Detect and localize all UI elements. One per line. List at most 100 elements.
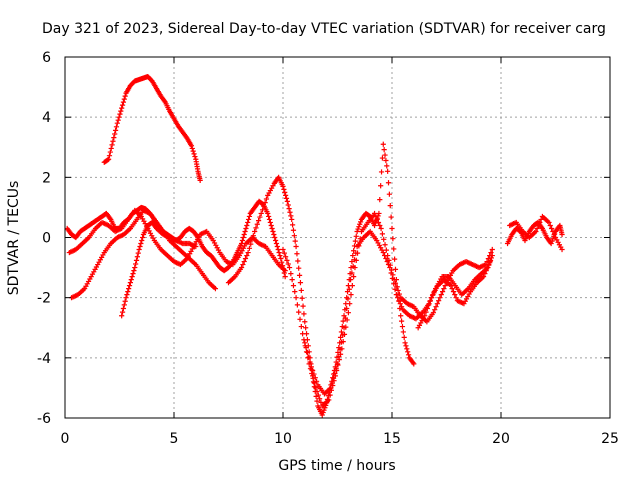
- data-point: [303, 325, 309, 331]
- data-point: [110, 138, 116, 144]
- data-point: [267, 219, 273, 226]
- data-point: [292, 289, 298, 295]
- data-point: [137, 243, 143, 250]
- data-point: [133, 261, 139, 267]
- data-point: [287, 209, 293, 215]
- x-tick-label: 5: [170, 431, 179, 447]
- data-point: [346, 286, 352, 292]
- data-point: [347, 277, 354, 283]
- data-point: [312, 375, 318, 381]
- data-point: [395, 295, 401, 301]
- data-point: [321, 407, 327, 413]
- grid: [65, 57, 610, 418]
- data-point: [289, 216, 295, 223]
- data-point: [274, 243, 280, 250]
- x-tick-label: 0: [61, 431, 70, 447]
- data-point: [378, 183, 384, 189]
- data-point: [306, 354, 312, 360]
- data-point: [126, 286, 132, 292]
- data-point: [384, 258, 390, 265]
- data-point: [405, 352, 412, 358]
- data-point: [271, 231, 277, 238]
- y-tick-label: 6: [42, 50, 51, 66]
- data-point: [341, 325, 347, 331]
- data-point: [396, 298, 402, 304]
- data-point: [404, 346, 410, 352]
- data-point: [335, 349, 341, 356]
- data-point: [127, 280, 133, 286]
- data-point: [124, 292, 130, 298]
- data-point: [551, 231, 557, 238]
- data-point: [382, 152, 388, 158]
- data-point: [192, 153, 198, 160]
- data-point: [330, 375, 336, 381]
- data-point: [332, 370, 338, 377]
- data-point: [269, 225, 275, 232]
- data-point: [113, 124, 120, 130]
- data-point: [290, 227, 297, 233]
- data-point: [139, 237, 145, 244]
- data-point: [259, 207, 266, 213]
- data-point: [533, 228, 539, 235]
- data-point: [258, 210, 264, 217]
- data-point: [266, 213, 272, 220]
- data-point: [488, 255, 495, 261]
- data-point: [388, 270, 394, 276]
- data-point: [272, 237, 279, 244]
- y-tick-label: 2: [42, 170, 51, 186]
- data-point: [380, 141, 386, 147]
- data-point: [111, 135, 117, 141]
- data-point: [351, 274, 357, 280]
- data-point: [275, 246, 281, 253]
- data-point: [345, 310, 351, 316]
- data-point: [238, 264, 245, 271]
- data-point: [117, 111, 123, 117]
- data-point: [442, 283, 448, 289]
- data-point: [344, 305, 350, 312]
- data-point: [349, 283, 355, 289]
- data-point: [282, 189, 288, 195]
- data-point: [537, 219, 543, 226]
- data-point: [398, 318, 405, 324]
- data-point: [402, 340, 408, 346]
- data-point: [272, 234, 278, 241]
- data-point: [334, 361, 341, 367]
- data-point: [333, 366, 339, 372]
- y-tick-label: -6: [37, 411, 51, 427]
- data-point: [392, 256, 398, 262]
- data-point: [135, 250, 141, 256]
- data-point: [302, 319, 308, 325]
- data-point: [255, 218, 262, 224]
- data-point: [296, 272, 303, 279]
- series-arc-6: [225, 141, 417, 418]
- series-arc-9: [415, 258, 493, 331]
- data-point: [385, 168, 391, 174]
- data-point: [350, 252, 356, 259]
- data-point: [281, 186, 287, 192]
- data-point: [356, 224, 362, 230]
- data-point: [488, 249, 494, 256]
- data-point: [119, 313, 125, 319]
- data-point: [241, 231, 247, 238]
- x-tick-label: 15: [383, 431, 401, 447]
- data-point: [422, 313, 428, 319]
- data-point: [376, 210, 382, 217]
- x-tick-label: 10: [274, 431, 292, 447]
- data-point: [328, 385, 334, 391]
- data-point: [340, 332, 346, 338]
- data-point: [559, 246, 565, 253]
- data-point: [441, 286, 447, 292]
- data-point: [270, 228, 276, 235]
- data-point: [284, 198, 290, 204]
- data-point: [548, 240, 554, 247]
- axis-ticks: 0 5 10 15 20 25 -6 -4 -2 0 2 4 6: [37, 50, 619, 447]
- data-point: [254, 221, 260, 227]
- data-point: [353, 233, 359, 239]
- data-point: [386, 191, 392, 197]
- data-point: [282, 274, 288, 280]
- data-point: [329, 380, 335, 386]
- series-arc-5: [119, 219, 199, 319]
- data-point: [411, 361, 417, 367]
- data-point: [430, 310, 437, 316]
